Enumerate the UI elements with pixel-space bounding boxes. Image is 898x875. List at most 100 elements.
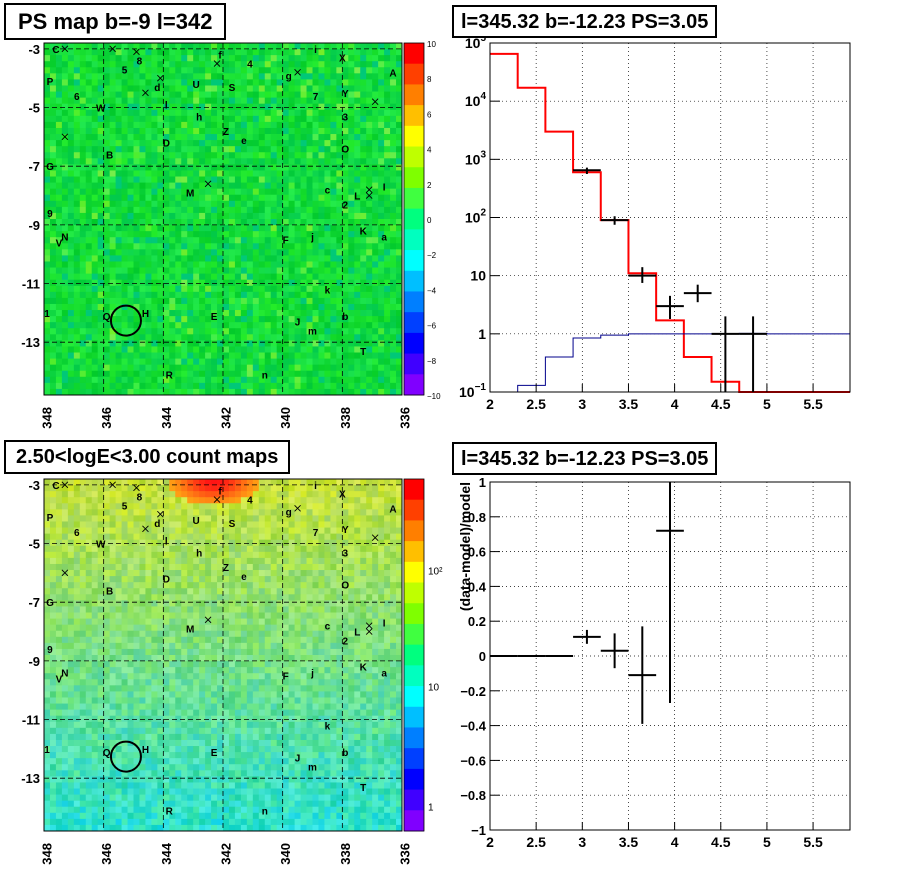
- residual-point: [545, 655, 574, 657]
- y-tick-label: 1: [478, 326, 486, 342]
- x-tick-label: 3.5: [619, 396, 639, 412]
- cross-marker: [61, 481, 69, 489]
- model-total-line: [490, 52, 850, 393]
- map-x-tick-label: 344: [159, 842, 174, 864]
- map-y-tick-label: -3: [28, 478, 40, 493]
- source-label: g: [286, 507, 292, 518]
- source-label: C: [52, 481, 59, 492]
- source-label: 9: [47, 645, 53, 656]
- data-point: [739, 316, 767, 392]
- source-cross-markers: [61, 481, 379, 635]
- source-label: L: [354, 192, 360, 203]
- map-frame: [43, 42, 403, 396]
- color-palette: [404, 479, 424, 832]
- source-label: R: [166, 370, 174, 381]
- map-x-tick-label: 344: [159, 406, 174, 428]
- cross-marker: [109, 45, 116, 53]
- source-label: C: [52, 45, 59, 56]
- source-label: P: [47, 77, 54, 88]
- cross-marker: [204, 180, 212, 188]
- palette-tick-label: 0: [427, 216, 432, 225]
- map-y-tick-label: -13: [21, 771, 40, 786]
- palette-frame: [403, 478, 425, 832]
- map-y-tick-label: -5: [28, 537, 40, 552]
- source-label: O: [341, 581, 349, 592]
- source-label: J: [295, 754, 301, 765]
- palette-tick-label: 2: [427, 181, 432, 190]
- map-y-tick-label: -7: [28, 159, 40, 174]
- source-label: h: [196, 548, 202, 559]
- residual-point: [628, 626, 657, 724]
- source-label: D: [163, 575, 170, 586]
- source-label: 1: [44, 309, 50, 320]
- source-label: E: [211, 748, 218, 759]
- map-frame: [43, 478, 403, 832]
- source-label: T: [360, 783, 366, 794]
- cross-marker: [142, 89, 149, 97]
- source-label: V: [56, 238, 63, 249]
- palette-tick-label: 4: [427, 146, 432, 155]
- source-label: N: [61, 669, 68, 680]
- data-point: [683, 284, 712, 303]
- y-tick-label: 0: [479, 649, 486, 664]
- map-x-tick-label: 338: [338, 407, 353, 429]
- source-label: j: [310, 233, 314, 244]
- source-label: i: [314, 481, 317, 492]
- cross-marker: [61, 569, 69, 577]
- source-label: b: [342, 312, 348, 323]
- source-label: 4: [247, 496, 253, 507]
- x-tick-label: 4: [671, 396, 679, 412]
- source-label: S: [229, 83, 236, 94]
- map-x-tick-label: 348: [39, 407, 54, 429]
- cross-marker: [213, 496, 221, 503]
- y-tick-label: 0.6: [468, 545, 486, 560]
- target-circle: [109, 740, 142, 773]
- source-label: R: [166, 806, 174, 817]
- palette-tick-label: 10²: [428, 567, 443, 578]
- palette-tick-label: −6: [427, 322, 437, 331]
- source-label: 3: [343, 548, 349, 559]
- y-tick-label: 104: [465, 91, 487, 109]
- source-label: 2: [343, 200, 349, 211]
- source-label: Z: [223, 127, 229, 138]
- cross-marker: [133, 48, 140, 56]
- palette-tick-label: −8: [427, 357, 437, 366]
- source-label: m: [308, 326, 317, 337]
- source-label: 6: [74, 92, 80, 103]
- map-x-tick-label: 336: [397, 407, 412, 429]
- y-tick-label: 0.8: [468, 510, 486, 525]
- source-label: n: [262, 370, 268, 381]
- source-label: b: [342, 748, 348, 759]
- target-circle: [109, 304, 142, 337]
- cross-marker: [109, 481, 116, 489]
- cross-marker: [365, 192, 373, 199]
- x-tick-label: 2.5: [526, 834, 546, 850]
- source-label: W: [96, 540, 106, 551]
- y-tick-label: 1: [479, 475, 486, 490]
- source-label: F: [283, 672, 289, 683]
- x-tick-label: 2.5: [526, 396, 546, 412]
- map-y-tick-label: -9: [28, 654, 40, 669]
- data-point: [711, 316, 740, 392]
- map-y-tick-label: -11: [22, 277, 40, 292]
- x-tick-label: 4.5: [711, 396, 731, 412]
- palette-tick-label: −2: [427, 251, 437, 260]
- source-label: Y: [342, 525, 349, 536]
- cross-marker: [371, 534, 379, 541]
- source-label: E: [211, 312, 218, 323]
- source-label: H: [142, 745, 149, 756]
- color-palette: [404, 43, 424, 396]
- source-label: B: [106, 586, 113, 597]
- source-label: T: [360, 347, 366, 358]
- map-x-tick-label: 346: [99, 407, 114, 429]
- map-y-tick-label: -9: [28, 218, 40, 233]
- source-label: 7: [313, 92, 319, 103]
- x-tick-label: 2: [486, 396, 494, 412]
- source-label: Q: [103, 312, 111, 323]
- source-label: L: [354, 628, 360, 639]
- source-label: Y: [342, 89, 349, 100]
- source-label: 7: [313, 528, 319, 539]
- palette-tick-label: −10: [427, 392, 441, 401]
- source-label: f: [218, 487, 222, 498]
